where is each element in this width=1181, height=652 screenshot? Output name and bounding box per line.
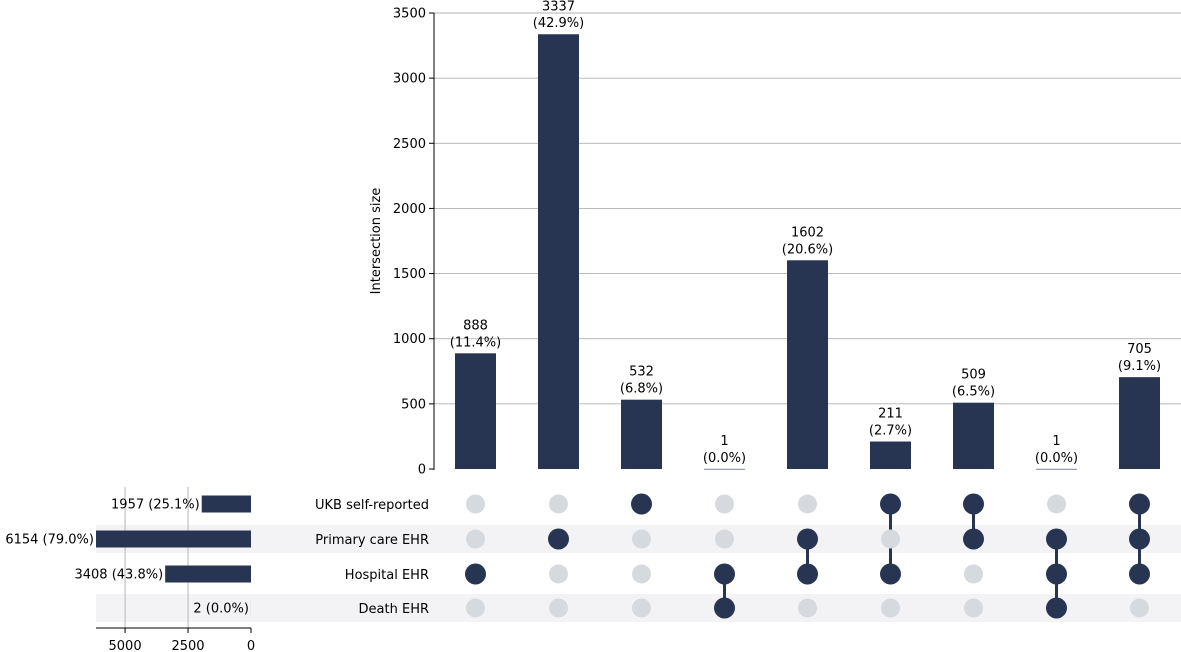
matrix-dot-inactive [881,529,900,549]
matrix-dot-active [963,493,984,515]
matrix-dot-inactive [466,598,485,618]
matrix-dot-inactive [715,529,734,549]
matrix-dot-inactive [632,529,651,549]
set-name-label: Primary care EHR [315,533,429,548]
y-tick-label: 500 [401,397,426,412]
y-axis-label: Intersection size [369,188,384,295]
matrix-dot-active [797,563,818,585]
set-size-bar [201,495,251,513]
intersection-percent-label: (11.4%) [450,335,501,350]
matrix-dot-active [714,597,735,619]
y-tick-label: 1000 [393,332,426,347]
intersection-percent-label: (0.0%) [703,451,746,466]
matrix-dot-inactive [1130,598,1149,618]
set-name-label: UKB self-reported [315,498,429,513]
matrix-dot-active [1046,528,1067,550]
intersection-bar [455,353,496,469]
matrix-dot-active [714,563,735,585]
matrix-dot-inactive [466,529,485,549]
intersection-percent-label: (2.7%) [869,424,912,439]
intersection-value-label: 1 [720,434,728,449]
set-size-label: 3408 (43.8%) [74,568,163,583]
matrix-dot-inactive [549,598,568,618]
set-size-label: 6154 (79.0%) [5,533,94,548]
set-name-label: Hospital EHR [345,568,429,583]
matrix-dot-active [880,563,901,585]
y-tick-label: 3000 [393,72,426,87]
intersection-bar [621,399,662,469]
intersection-value-label: 509 [961,368,986,383]
y-tick-label: 0 [418,463,426,478]
set-size-tick-label: 0 [247,639,255,652]
intersection-percent-label: (20.6%) [782,242,833,257]
intersection-bar [1036,468,1077,470]
matrix-dot-active [1046,597,1067,619]
matrix-dot-active [548,528,569,550]
intersection-bar [538,34,579,469]
set-name-label: Death EHR [359,602,429,617]
intersection-value-label: 211 [878,407,903,422]
set-size-label: 1957 (25.1%) [111,498,200,513]
matrix-dot-active [631,493,652,515]
matrix-dot-active [880,493,901,515]
matrix-dot-inactive [1047,494,1066,514]
matrix-dot-active [465,563,486,585]
intersection-value-label: 705 [1127,342,1152,357]
set-size-bar [96,530,251,548]
matrix-dot-inactive [964,564,983,584]
intersection-percent-label: (9.1%) [1118,359,1161,374]
intersection-value-label: 1602 [791,225,824,240]
intersection-value-label: 532 [629,365,654,380]
set-size-tick-label: 5000 [109,639,142,652]
matrix-dot-inactive [715,494,734,514]
matrix-dot-inactive [964,598,983,618]
matrix-dot-inactive [881,598,900,618]
set-size-tick-label: 2500 [171,639,204,652]
y-tick-label: 2500 [393,137,426,152]
intersection-bar [1119,377,1160,469]
matrix-dot-inactive [632,598,651,618]
intersection-percent-label: (0.0%) [1035,451,1078,466]
matrix-dot-active [797,528,818,550]
set-size-bar [165,565,251,583]
intersection-bar [787,260,828,469]
intersection-percent-label: (6.5%) [952,385,995,400]
intersection-value-label: 888 [463,318,488,333]
intersection-bar [870,441,911,469]
intersection-value-label: 1 [1052,434,1060,449]
set-size-label: 2 (0.0%) [193,602,249,617]
intersection-percent-label: (42.9%) [533,16,584,31]
matrix-dot-inactive [466,494,485,514]
matrix-dot-inactive [798,494,817,514]
intersection-bar [704,468,745,470]
matrix-dot-active [1129,563,1150,585]
matrix-dot-active [1129,528,1150,550]
intersection-value-label: 3337 [542,0,575,14]
matrix-dot-inactive [549,564,568,584]
y-tick-label: 2000 [393,202,426,217]
matrix-dot-inactive [798,598,817,618]
intersection-bar [953,402,994,469]
y-tick-label: 3500 [393,7,426,22]
y-tick-label: 1500 [393,267,426,282]
intersection-percent-label: (6.8%) [620,382,663,397]
matrix-dot-inactive [632,564,651,584]
matrix-dot-active [963,528,984,550]
matrix-dot-active [1129,493,1150,515]
matrix-dot-inactive [549,494,568,514]
matrix-dot-active [1046,563,1067,585]
